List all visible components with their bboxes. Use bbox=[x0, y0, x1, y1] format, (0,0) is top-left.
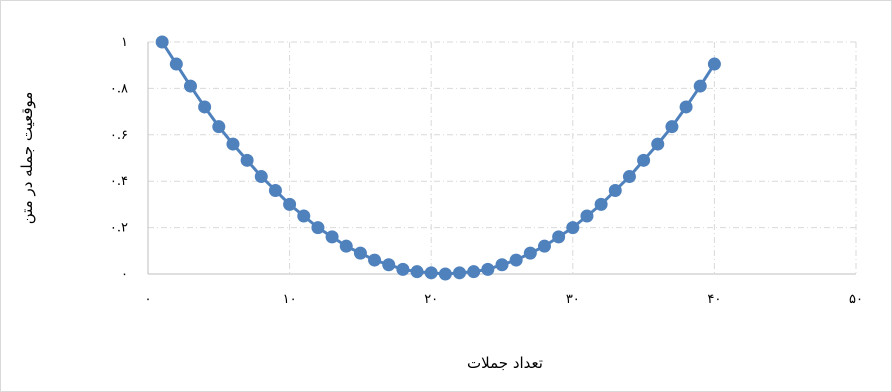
y-tick-label: ۰.۶ bbox=[110, 128, 128, 143]
data-point bbox=[240, 153, 254, 167]
x-tick-label: ۵۰ bbox=[849, 292, 863, 307]
data-point bbox=[438, 267, 452, 281]
x-axis-title: تعداد جملات bbox=[467, 354, 543, 372]
series-group bbox=[155, 35, 721, 281]
axes bbox=[147, 42, 856, 275]
y-tick-label: ۰ bbox=[121, 267, 128, 282]
data-point bbox=[566, 221, 580, 235]
data-point bbox=[382, 258, 396, 272]
data-point bbox=[637, 153, 651, 167]
data-point bbox=[467, 265, 481, 279]
y-tick-label: ۰.۴ bbox=[110, 174, 128, 189]
series-line bbox=[160, 41, 716, 276]
data-point bbox=[537, 239, 551, 253]
data-point bbox=[297, 209, 311, 223]
data-point bbox=[580, 209, 594, 223]
data-point bbox=[212, 120, 226, 134]
data-point bbox=[396, 262, 410, 276]
y-tick-label: ۱ bbox=[121, 35, 128, 50]
data-point bbox=[693, 79, 707, 93]
y-tick-labels: ۰ ۰.۲ ۰.۴ ۰.۶ ۰.۸ ۱ bbox=[110, 35, 128, 282]
data-point bbox=[622, 170, 636, 184]
data-point bbox=[707, 57, 721, 71]
data-point bbox=[198, 100, 212, 114]
x-tick-label: ۲۰ bbox=[424, 292, 438, 307]
x-tick-label: ۱۰ bbox=[283, 292, 297, 307]
y-tick-label: ۰.۲ bbox=[110, 221, 128, 236]
x-tick-label: ۴۰ bbox=[707, 292, 721, 307]
data-point bbox=[353, 246, 367, 260]
y-axis-title: موقعیت جمله در متن bbox=[18, 92, 36, 225]
data-point bbox=[453, 266, 467, 280]
data-point bbox=[283, 197, 297, 211]
data-point bbox=[481, 262, 495, 276]
data-point bbox=[339, 239, 353, 253]
data-point bbox=[155, 35, 169, 49]
data-point bbox=[169, 57, 183, 71]
grid-lines bbox=[148, 41, 857, 274]
data-point bbox=[594, 197, 608, 211]
y-tick-label: ۰.۸ bbox=[110, 81, 128, 96]
data-point bbox=[679, 100, 693, 114]
data-point bbox=[183, 79, 197, 93]
x-tick-labels: ۰ ۱۰ ۲۰ ۳۰ ۴۰ ۵۰ bbox=[145, 292, 863, 307]
data-point bbox=[523, 246, 537, 260]
data-point bbox=[254, 170, 268, 184]
data-point bbox=[651, 137, 665, 151]
data-point bbox=[226, 137, 240, 151]
x-tick-label: ۳۰ bbox=[566, 292, 580, 307]
data-point bbox=[665, 120, 679, 134]
data-point bbox=[410, 265, 424, 279]
data-point bbox=[424, 266, 438, 280]
data-point bbox=[268, 183, 282, 197]
data-point bbox=[509, 253, 523, 267]
x-tick-label: ۰ bbox=[145, 292, 152, 307]
data-point bbox=[552, 230, 566, 244]
data-point bbox=[368, 253, 382, 267]
data-point bbox=[495, 258, 509, 272]
data-point bbox=[311, 221, 325, 235]
data-point bbox=[325, 230, 339, 244]
data-point bbox=[608, 183, 622, 197]
